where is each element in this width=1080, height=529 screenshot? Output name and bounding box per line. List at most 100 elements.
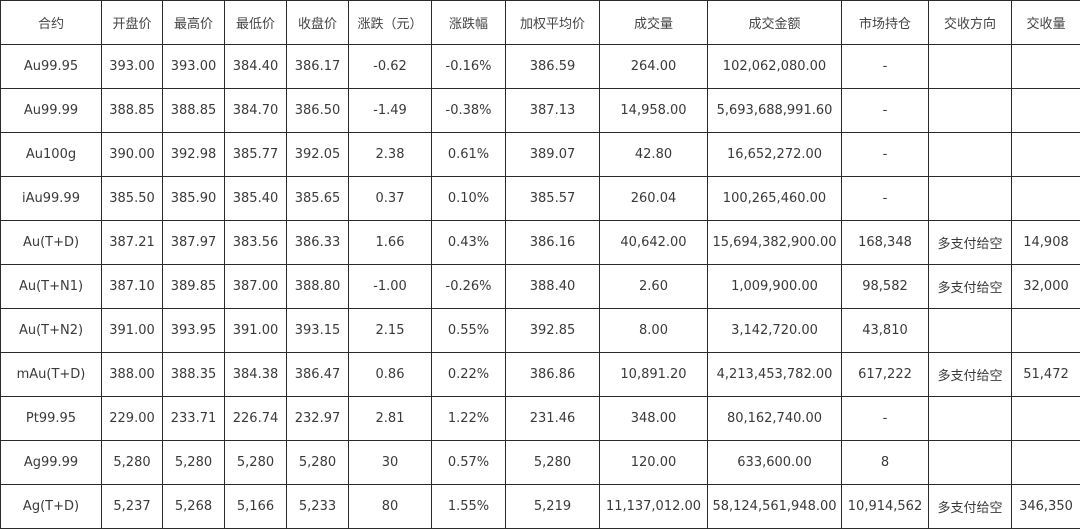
table-cell	[1012, 441, 1080, 485]
header-cell: 加权平均价	[506, 1, 600, 45]
table-cell: 42.80	[600, 133, 708, 177]
table-cell	[1012, 397, 1080, 441]
contract-cell: Au(T+N1)	[1, 265, 102, 309]
table-cell: 58,124,561,948.00	[708, 485, 842, 529]
table-cell: 11,137,012.00	[600, 485, 708, 529]
header-cell: 最低价	[225, 1, 287, 45]
table-cell: 386.33	[287, 221, 349, 265]
table-cell: 384.38	[225, 353, 287, 397]
table-cell: 5,166	[225, 485, 287, 529]
table-cell: 389.07	[506, 133, 600, 177]
table-cell: -0.16%	[432, 45, 506, 89]
table-cell	[929, 45, 1012, 89]
header-cell: 涨跌幅	[432, 1, 506, 45]
table-cell: 383.56	[225, 221, 287, 265]
header-cell: 成交量	[600, 1, 708, 45]
table-cell: 391.00	[225, 309, 287, 353]
contract-cell: Au100g	[1, 133, 102, 177]
table-cell: 2.15	[349, 309, 432, 353]
table-cell: 387.10	[102, 265, 163, 309]
table-cell: 388.00	[102, 353, 163, 397]
header-cell: 市场持仓	[842, 1, 929, 45]
table-cell: 0.37	[349, 177, 432, 221]
contract-cell: Au99.99	[1, 89, 102, 133]
table-cell: 393.00	[102, 45, 163, 89]
table-cell: 14,958.00	[600, 89, 708, 133]
table-cell	[1012, 45, 1080, 89]
table-cell: 386.59	[506, 45, 600, 89]
table-cell: 387.21	[102, 221, 163, 265]
table-cell: 0.61%	[432, 133, 506, 177]
table-cell: -0.38%	[432, 89, 506, 133]
header-cell: 最高价	[163, 1, 225, 45]
table-cell: -1.00	[349, 265, 432, 309]
table-cell: 30	[349, 441, 432, 485]
table-cell: 388.35	[163, 353, 225, 397]
table-cell: 0.55%	[432, 309, 506, 353]
table-cell: 40,642.00	[600, 221, 708, 265]
table-cell: 389.85	[163, 265, 225, 309]
table-cell	[929, 177, 1012, 221]
table-cell: 388.40	[506, 265, 600, 309]
table-cell: 32,000	[1012, 265, 1080, 309]
table-cell: 388.85	[102, 89, 163, 133]
header-cell: 开盘价	[102, 1, 163, 45]
table-cell: 5,268	[163, 485, 225, 529]
table-cell: 388.85	[163, 89, 225, 133]
table-cell: 102,062,080.00	[708, 45, 842, 89]
contract-cell: Ag(T+D)	[1, 485, 102, 529]
header-cell: 收盘价	[287, 1, 349, 45]
table-cell: 5,219	[506, 485, 600, 529]
table-cell: 391.00	[102, 309, 163, 353]
table-cell: 10,891.20	[600, 353, 708, 397]
table-cell: 393.15	[287, 309, 349, 353]
table-cell: -0.26%	[432, 265, 506, 309]
table-cell: 8	[842, 441, 929, 485]
table-cell: 264.00	[600, 45, 708, 89]
table-cell: 0.57%	[432, 441, 506, 485]
table-cell: 387.13	[506, 89, 600, 133]
header-cell: 涨跌（元）	[349, 1, 432, 45]
table-cell: 385.65	[287, 177, 349, 221]
contract-cell: Au(T+D)	[1, 221, 102, 265]
table-cell: 392.85	[506, 309, 600, 353]
table-cell: 392.05	[287, 133, 349, 177]
table-cell: 3,142,720.00	[708, 309, 842, 353]
table-cell: 386.47	[287, 353, 349, 397]
table-cell	[929, 309, 1012, 353]
table-cell: 多支付给空	[929, 353, 1012, 397]
table-cell: 384.70	[225, 89, 287, 133]
table-cell: 386.50	[287, 89, 349, 133]
table-cell: 0.86	[349, 353, 432, 397]
table-cell: 385.40	[225, 177, 287, 221]
table-cell: 386.16	[506, 221, 600, 265]
contract-cell: Au(T+N2)	[1, 309, 102, 353]
table-cell: 1.55%	[432, 485, 506, 529]
table-cell: 348.00	[600, 397, 708, 441]
header-row: 合约 开盘价 最高价 最低价 收盘价 涨跌（元） 涨跌幅 加权平均价 成交量 成…	[1, 1, 1080, 45]
header-cell: 交收方向	[929, 1, 1012, 45]
table-cell: -	[842, 45, 929, 89]
table-cell: 2.81	[349, 397, 432, 441]
table-cell: 385.57	[506, 177, 600, 221]
table-cell: 232.97	[287, 397, 349, 441]
contract-cell: Pt99.95	[1, 397, 102, 441]
header-cell: 成交金额	[708, 1, 842, 45]
table-cell: 4,213,453,782.00	[708, 353, 842, 397]
table-cell: 5,280	[225, 441, 287, 485]
table-cell: 384.40	[225, 45, 287, 89]
table-cell: 15,694,382,900.00	[708, 221, 842, 265]
table-cell: 617,222	[842, 353, 929, 397]
table-cell: 392.98	[163, 133, 225, 177]
table-cell: 1,009,900.00	[708, 265, 842, 309]
table-cell: 98,582	[842, 265, 929, 309]
table-cell: 385.77	[225, 133, 287, 177]
table-cell: 51,472	[1012, 353, 1080, 397]
table-cell	[929, 441, 1012, 485]
table-cell: 5,233	[287, 485, 349, 529]
